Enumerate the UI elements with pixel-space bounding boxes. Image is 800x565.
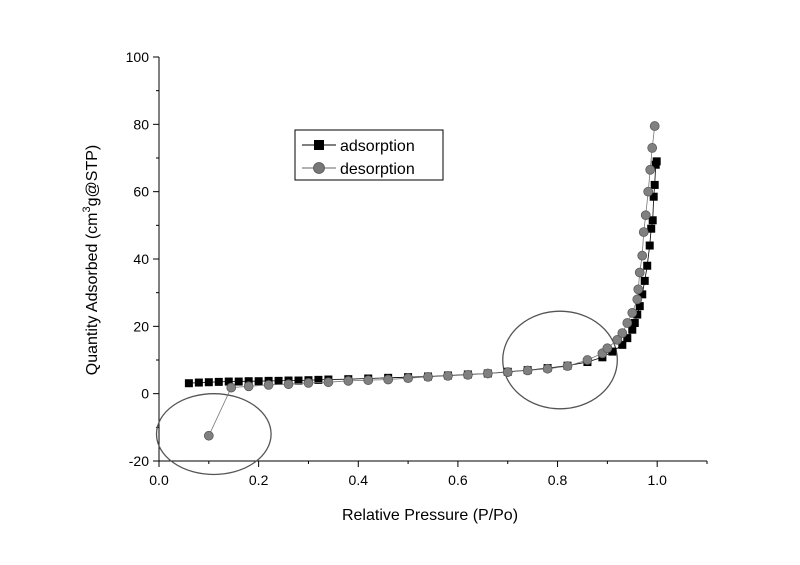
adsorption-point xyxy=(618,340,627,349)
x-axis-ticks: 0.0 0.2 0.4 0.6 0.8 1.0 xyxy=(149,461,708,488)
adsorption-point xyxy=(294,376,303,385)
desorption-point xyxy=(633,284,644,295)
desorption-point xyxy=(645,164,656,175)
y-axis-title-superscript: 3 xyxy=(81,206,93,212)
desorption-point xyxy=(640,210,651,221)
desorption-point xyxy=(482,368,493,379)
axes xyxy=(158,57,707,462)
desorption-point xyxy=(343,376,354,386)
adsorption-point xyxy=(194,378,203,387)
series-desorption xyxy=(203,121,660,441)
annotation-ellipse xyxy=(502,310,618,410)
desorption-point xyxy=(582,355,593,365)
desorption-point xyxy=(403,373,413,384)
adsorption-point xyxy=(274,376,283,385)
desorption-point xyxy=(263,380,274,390)
x-tick-label: 0.8 xyxy=(548,472,568,488)
desorption-point xyxy=(617,328,628,338)
desorption-point xyxy=(502,367,513,377)
adsorption-point xyxy=(645,241,654,250)
desorption-point xyxy=(647,143,658,153)
y-axis-title-unit: g@STP) xyxy=(84,145,101,207)
desorption-point xyxy=(602,343,613,354)
desorption-point xyxy=(203,430,214,441)
desorption-point xyxy=(463,369,473,380)
adsorption-point xyxy=(254,377,263,386)
legend-adsorption-marker xyxy=(314,140,324,150)
adsorption-point xyxy=(633,310,642,319)
desorption-point xyxy=(226,382,237,393)
legend-desorption-label: desorption xyxy=(340,161,415,178)
desorption-point xyxy=(363,375,374,386)
series-adsorption xyxy=(184,157,661,388)
adsorption-point xyxy=(204,378,213,387)
desorption-point xyxy=(627,308,638,318)
y-axis-title: Quantity Adsorbed (cm3g@STP) xyxy=(81,145,101,375)
legend-desorption-marker xyxy=(313,162,325,174)
desorption-point xyxy=(649,121,660,131)
x-tick-label: 0.4 xyxy=(349,472,369,488)
x-tick-label: 0.2 xyxy=(249,472,269,488)
adsorption-point xyxy=(648,216,657,225)
adsorption-point xyxy=(638,290,647,299)
adsorption-point xyxy=(630,318,639,327)
desorption-point xyxy=(562,361,573,371)
desorption-point xyxy=(638,227,649,237)
y-tick-label: 40 xyxy=(133,251,149,267)
adsorption-point xyxy=(649,192,658,201)
x-tick-label: 0.6 xyxy=(448,472,468,488)
adsorption-point xyxy=(628,325,637,334)
desorption-point xyxy=(632,294,643,305)
desorption-point xyxy=(283,379,294,390)
desorption-point xyxy=(303,378,314,388)
adsorption-point xyxy=(652,157,661,166)
y-axis-title-main: Quantity Adsorbed (cm xyxy=(84,212,101,375)
y-tick-label: 20 xyxy=(133,318,149,334)
adsorption-point xyxy=(184,379,193,388)
desorption-point xyxy=(612,334,623,345)
desorption-point xyxy=(423,371,433,382)
x-axis-title: Relative Pressure (P/Po) xyxy=(342,507,518,524)
desorption-point xyxy=(443,370,453,381)
y-tick-label: 80 xyxy=(133,116,149,132)
desorption-point xyxy=(383,374,394,385)
desorption-point xyxy=(637,250,648,261)
desorption-point xyxy=(622,318,633,328)
desorption-point xyxy=(243,381,254,392)
y-axis-ticks: -20 0 20 40 60 80 100 xyxy=(126,49,159,469)
annotation-circles xyxy=(155,310,618,476)
x-tick-label: 1.0 xyxy=(647,472,667,488)
desorption-point xyxy=(643,186,654,197)
y-tick-label: -20 xyxy=(129,453,149,469)
y-tick-label: 100 xyxy=(126,49,150,65)
adsorption-point xyxy=(623,334,632,343)
x-tick-label: 0.0 xyxy=(149,472,169,488)
adsorption-point xyxy=(314,375,323,384)
adsorption-point xyxy=(244,377,253,386)
adsorption-point xyxy=(643,261,652,270)
legend-adsorption-label: adsorption xyxy=(340,138,415,155)
adsorption-line xyxy=(188,161,658,384)
y-tick-label: 0 xyxy=(141,386,149,402)
adsorption-point xyxy=(640,276,649,285)
adsorption-point xyxy=(214,377,223,386)
y-tick-label: 60 xyxy=(133,184,149,200)
adsorption-point xyxy=(224,377,233,386)
desorption-point xyxy=(323,377,334,388)
adsorption-point xyxy=(647,224,656,233)
adsorption-point xyxy=(234,377,243,386)
annotation-ellipse xyxy=(155,393,272,476)
legend: adsorption desorption xyxy=(294,129,444,181)
desorption-point xyxy=(542,363,553,374)
desorption-point xyxy=(522,365,533,376)
adsorption-point xyxy=(635,302,644,311)
adsorption-point xyxy=(650,180,659,189)
adsorption-point xyxy=(608,347,617,356)
series-layer xyxy=(184,121,661,441)
desorption-point xyxy=(634,267,645,278)
